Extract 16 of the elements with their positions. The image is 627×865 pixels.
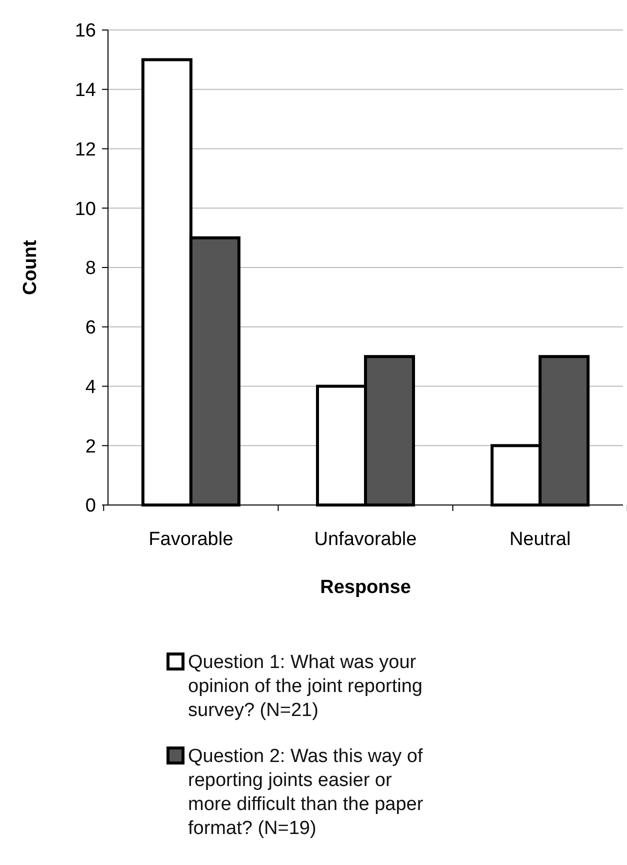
y-tick-label: 6 — [85, 318, 96, 339]
y-tick-label: 4 — [85, 376, 96, 398]
y-tick-label: 12 — [74, 139, 96, 160]
y-tick-label: 8 — [85, 258, 96, 280]
y-tick-label: 16 — [74, 20, 96, 42]
x-tick-label: Unfavorable — [314, 529, 417, 550]
y-tick-label: 2 — [85, 436, 96, 458]
legend-label: Question 2: Was this way of reporting joints easier or more difficult than the paper format? (N=19) — [188, 746, 424, 839]
y-tick-label: 14 — [74, 80, 96, 102]
legend-label: Question 1: What was your opinion of the joint reporting survey? (N=21) — [188, 652, 422, 721]
x-axis-title: Response — [320, 577, 411, 598]
x-tick-label: Favorable — [148, 529, 234, 550]
y-tick-label: 0 — [85, 496, 96, 517]
y-tick-label: 10 — [74, 198, 96, 220]
y-axis-title: Count — [20, 239, 41, 295]
x-tick-label: Neutral — [509, 529, 571, 550]
